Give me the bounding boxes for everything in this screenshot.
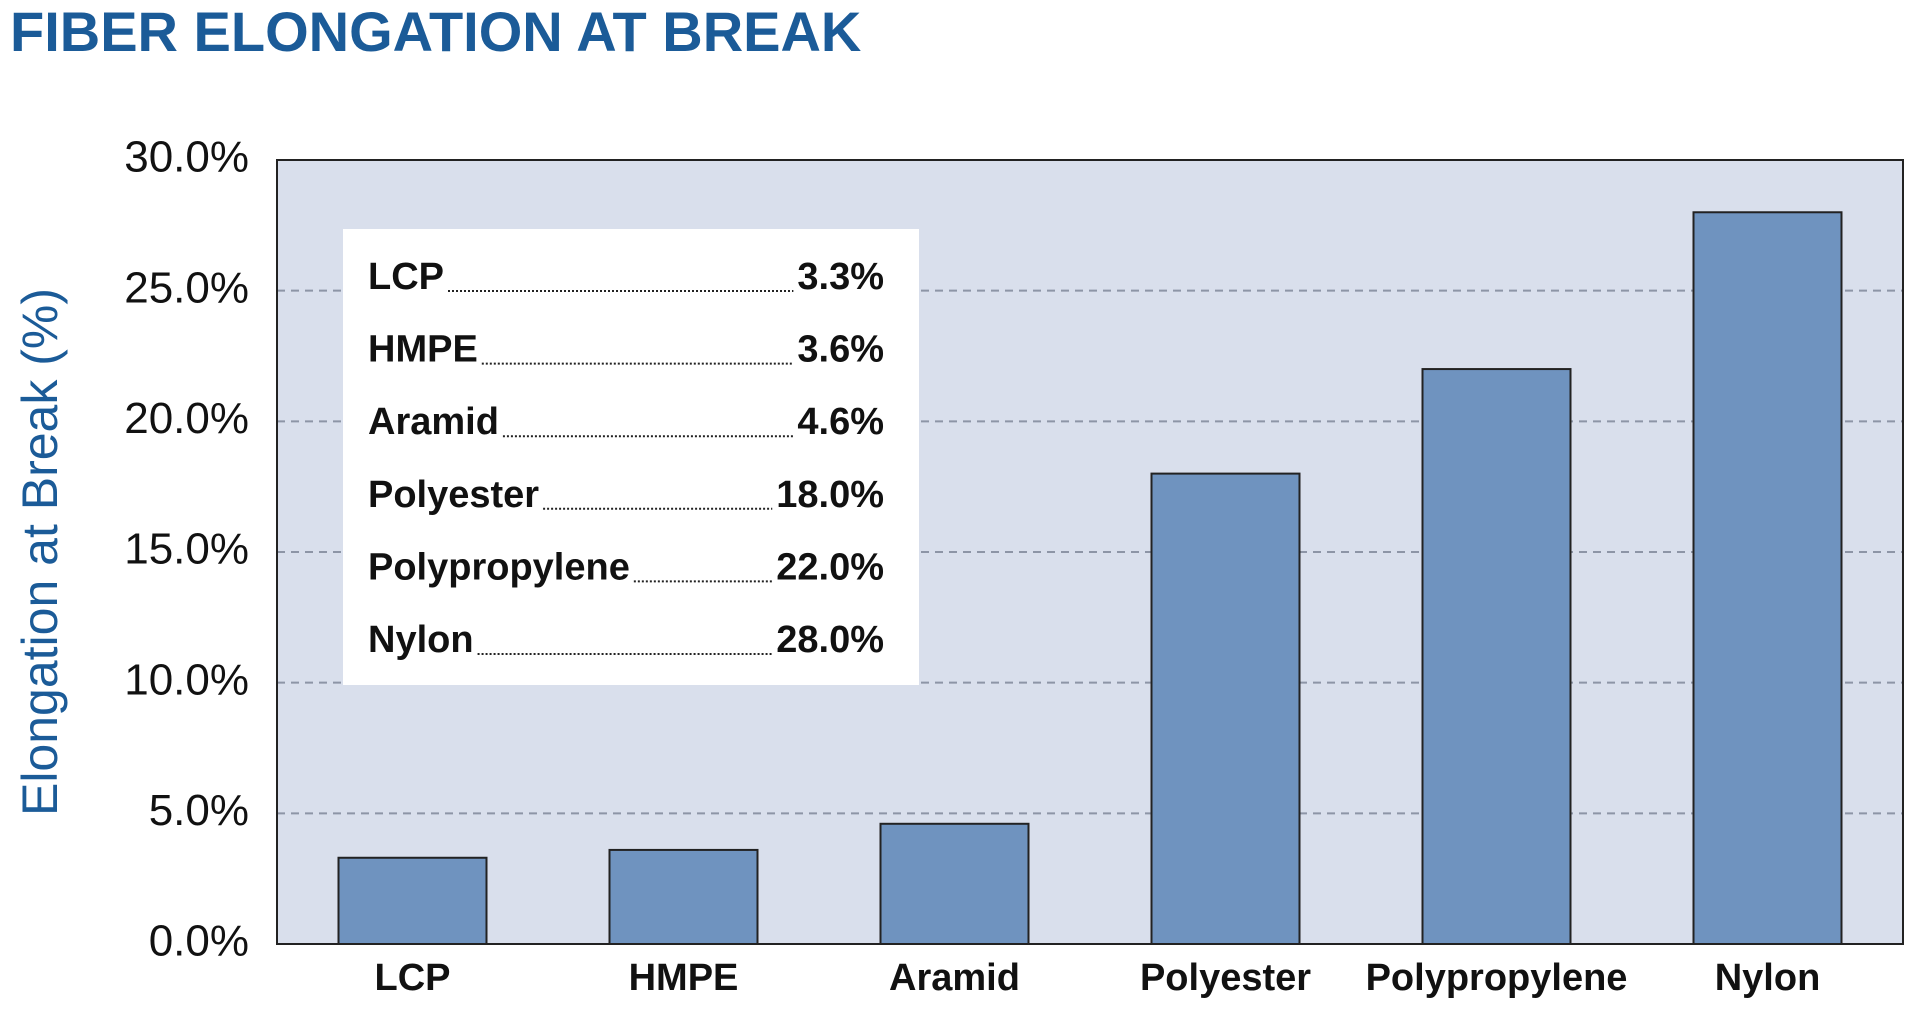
inset-name: HMPE [368,329,478,371]
inset-name: Polypropylene [368,546,630,588]
x-tick-label: Polypropylene [1366,957,1628,999]
x-tick-label: Nylon [1715,957,1821,999]
plot-border [276,159,1904,945]
chart-title: FIBER ELONGATION AT BREAK [10,0,861,63]
bar [879,822,1030,946]
bar [1150,472,1301,945]
inset-name: Nylon [368,619,474,661]
y-tick-label: 25.0% [124,263,249,312]
x-tick-label: LCP [375,957,451,999]
x-tick-label: Polyester [1140,957,1311,999]
inset-value: 18.0% [776,474,884,516]
inset-name: LCP [368,256,444,298]
inset-name: Aramid [368,401,499,443]
y-tick-label: 30.0% [124,133,249,182]
bar [1692,211,1843,945]
y-axis-label: Elongation at Break (%) [12,288,68,816]
y-tick-label: 15.0% [124,525,249,574]
x-tick-label: HMPE [629,957,739,999]
inset-box [343,229,919,685]
inset-value: 22.0% [776,546,884,588]
inset-name: Polyester [368,474,539,516]
inset-value: 28.0% [776,619,884,661]
inset-value: 4.6% [797,401,884,443]
y-tick-label: 5.0% [149,786,249,835]
inset-value: 3.3% [797,256,884,298]
bar [608,848,759,945]
x-tick-label: Aramid [889,957,1020,999]
y-tick-label: 0.0% [149,917,249,966]
bar [1421,368,1572,946]
bar [337,856,488,946]
y-tick-label: 20.0% [124,394,249,443]
inset-value: 3.6% [797,329,884,371]
y-tick-label: 10.0% [124,655,249,704]
